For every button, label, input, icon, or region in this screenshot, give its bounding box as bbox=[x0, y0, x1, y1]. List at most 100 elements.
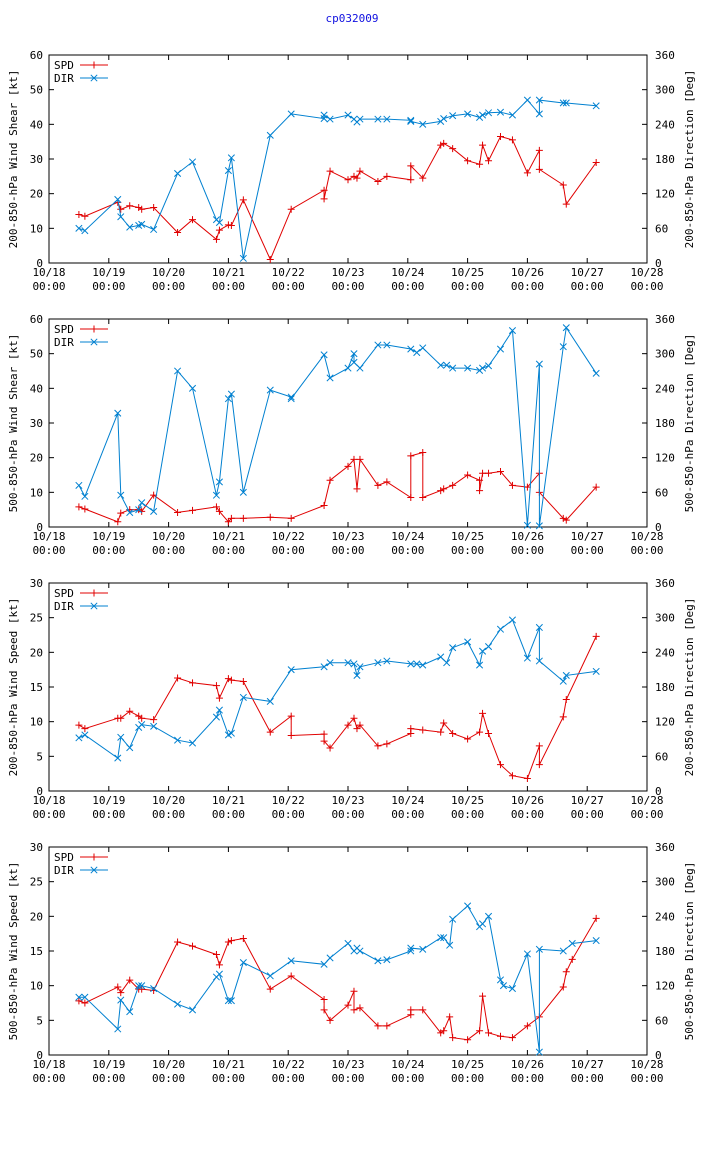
data-point-spd bbox=[464, 1036, 472, 1044]
data-point-dir bbox=[126, 223, 134, 231]
x-tick-label-date: 10/24 bbox=[391, 1058, 424, 1071]
data-point-dir bbox=[419, 661, 427, 669]
y2-tick-label: 60 bbox=[655, 486, 668, 499]
data-point-spd bbox=[138, 714, 146, 722]
data-point-dir bbox=[287, 110, 295, 118]
data-point-spd bbox=[117, 205, 125, 213]
data-point-spd bbox=[287, 205, 295, 213]
data-point-spd bbox=[437, 487, 445, 495]
y2-tick-label: 0 bbox=[655, 521, 662, 534]
data-point-spd bbox=[75, 997, 83, 1005]
data-point-spd bbox=[419, 726, 427, 734]
data-point-spd bbox=[496, 1032, 504, 1040]
x-tick-label-date: 10/18 bbox=[32, 794, 65, 807]
x-tick-label-date: 10/20 bbox=[152, 1058, 185, 1071]
data-point-spd bbox=[239, 196, 247, 204]
data-point-dir bbox=[535, 657, 543, 665]
data-point-spd bbox=[485, 1029, 493, 1037]
data-point-dir bbox=[224, 167, 232, 175]
y2-tick-label: 240 bbox=[655, 382, 675, 395]
data-point-dir bbox=[592, 937, 600, 945]
x-tick-label-time: 00:00 bbox=[451, 808, 484, 821]
x-tick-label-date: 10/23 bbox=[331, 1058, 364, 1071]
x-tick-label-date: 10/25 bbox=[451, 794, 484, 807]
y2-tick-label: 360 bbox=[655, 313, 675, 326]
legend-label-dir: DIR bbox=[54, 336, 74, 349]
data-point-spd bbox=[374, 178, 382, 186]
data-point-dir bbox=[126, 509, 134, 517]
data-point-dir bbox=[344, 364, 352, 372]
data-point-dir bbox=[344, 659, 352, 667]
x-tick-label-date: 10/18 bbox=[32, 1058, 65, 1071]
data-point-spd bbox=[419, 1006, 427, 1014]
data-point-dir bbox=[464, 110, 472, 118]
data-point-spd bbox=[239, 935, 247, 943]
data-point-spd bbox=[350, 987, 358, 995]
data-point-dir bbox=[75, 224, 83, 232]
data-point-spd bbox=[350, 172, 358, 180]
data-point-dir bbox=[374, 115, 382, 123]
data-point-dir bbox=[356, 364, 364, 372]
data-point-dir bbox=[239, 254, 247, 262]
data-point-dir bbox=[320, 960, 328, 968]
x-tick-label-date: 10/20 bbox=[152, 266, 185, 279]
data-point-dir bbox=[150, 225, 158, 234]
data-point-dir bbox=[138, 982, 146, 990]
data-point-spd bbox=[449, 1034, 457, 1042]
x-tick-label-date: 10/19 bbox=[92, 1058, 125, 1071]
data-point-dir bbox=[383, 657, 391, 665]
data-point-spd bbox=[562, 968, 570, 976]
data-point-spd bbox=[239, 514, 247, 522]
data-point-spd bbox=[535, 165, 543, 173]
y2-tick-label: 240 bbox=[655, 646, 675, 659]
legend-label-dir: DIR bbox=[54, 600, 74, 613]
data-point-dir bbox=[326, 374, 334, 382]
data-point-dir bbox=[227, 997, 235, 1005]
data-point-spd bbox=[75, 721, 83, 729]
y2-tick-label: 180 bbox=[655, 681, 675, 694]
x-tick-label-time: 00:00 bbox=[152, 808, 185, 821]
y2-tick-label: 180 bbox=[655, 945, 675, 958]
data-point-spd bbox=[464, 471, 472, 479]
data-point-spd bbox=[559, 514, 567, 522]
series-line-spd bbox=[78, 918, 597, 1041]
data-point-dir bbox=[559, 343, 567, 351]
legend-label-spd: SPD bbox=[54, 851, 74, 864]
y-tick-label: 30 bbox=[30, 153, 43, 166]
data-point-dir bbox=[419, 344, 427, 352]
data-point-spd bbox=[485, 157, 493, 165]
data-point-spd bbox=[437, 141, 445, 149]
data-point-spd bbox=[508, 772, 516, 780]
data-point-dir bbox=[188, 384, 197, 392]
x-tick-label-date: 10/25 bbox=[451, 1058, 484, 1071]
data-point-dir bbox=[174, 1000, 182, 1008]
y-tick-label: 30 bbox=[30, 577, 43, 590]
y2-axis-label: 500-850-hPa Direction [Deg] bbox=[683, 862, 696, 1041]
data-point-spd bbox=[227, 937, 235, 945]
y-tick-label: 60 bbox=[30, 313, 43, 326]
x-tick-label-date: 10/20 bbox=[152, 794, 185, 807]
data-point-spd bbox=[227, 676, 235, 684]
data-point-dir bbox=[478, 647, 487, 655]
x-tick-label-time: 00:00 bbox=[272, 544, 305, 557]
data-point-spd bbox=[374, 742, 382, 750]
data-point-dir bbox=[138, 220, 146, 228]
data-point-spd bbox=[559, 181, 567, 189]
y2-tick-label: 120 bbox=[655, 980, 675, 993]
y-tick-label: 10 bbox=[30, 486, 43, 499]
data-point-dir bbox=[188, 739, 197, 747]
data-point-spd bbox=[356, 455, 364, 463]
data-point-dir bbox=[81, 993, 89, 1001]
y-tick-label: 60 bbox=[30, 49, 43, 62]
data-point-spd bbox=[350, 714, 358, 722]
x-tick-label-date: 10/20 bbox=[152, 530, 185, 543]
data-point-dir bbox=[413, 660, 421, 668]
data-point-spd bbox=[150, 716, 158, 724]
y2-tick-label: 180 bbox=[655, 417, 675, 430]
y2-tick-label: 360 bbox=[655, 577, 675, 590]
data-point-dir bbox=[535, 96, 543, 104]
x-tick-label-time: 00:00 bbox=[212, 1072, 245, 1085]
data-point-dir bbox=[568, 939, 576, 948]
data-point-spd bbox=[496, 761, 504, 769]
data-point-dir bbox=[135, 982, 143, 990]
